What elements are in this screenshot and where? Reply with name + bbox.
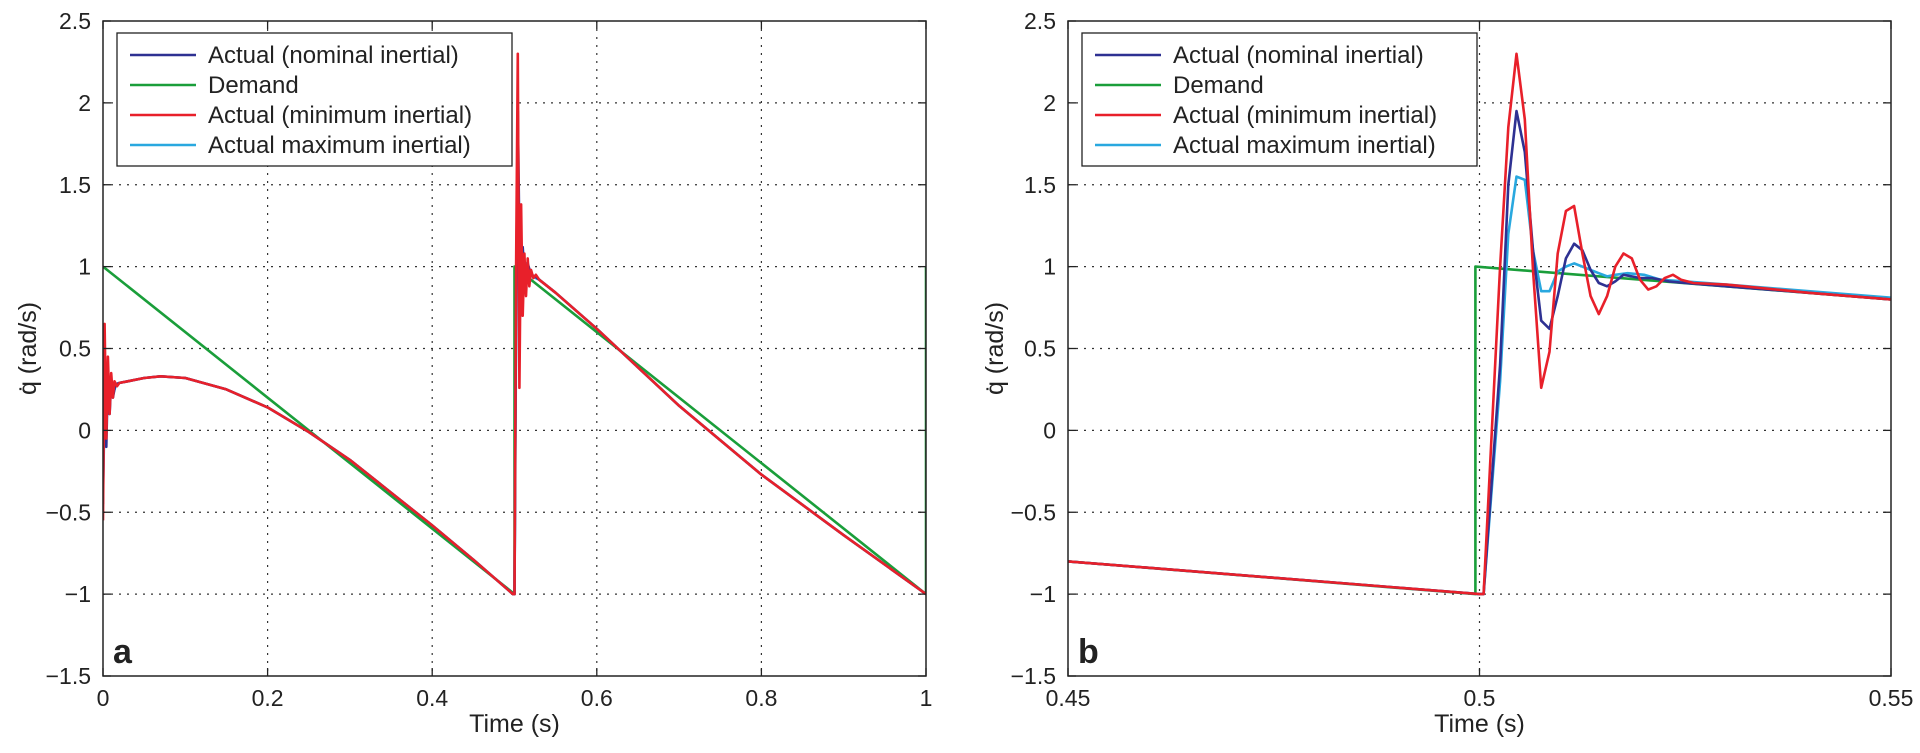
y-tick-label: −1 — [1030, 581, 1056, 607]
y-tick-label: 0 — [1043, 417, 1056, 443]
series-group — [1068, 52, 1891, 596]
legend-entry: Actual maximum inertial) — [208, 132, 471, 159]
y-tick-label: 1 — [1043, 254, 1056, 280]
legend-entry: Actual maximum inertial) — [1173, 132, 1436, 159]
x-tick-label: 0.8 — [745, 685, 777, 711]
y-tick-label: 0.5 — [59, 336, 91, 362]
panel-letter: b — [1078, 633, 1099, 671]
legend-entry: Actual (minimum inertial) — [208, 102, 472, 129]
chart-panel-a: 0 0.2 0.4 0.6 0.8 1 −1.5 −1 −0.5 0 0.5 1 1.5 2 2.5 Time… — [14, 8, 932, 738]
y-tick-label: 1.5 — [1024, 172, 1056, 198]
series-line-actual-minimum-inertial — [1068, 52, 1891, 596]
y-tick-label: 2 — [78, 90, 91, 116]
panel-letter: a — [113, 633, 133, 671]
y-tick-label: 2.5 — [59, 8, 91, 34]
x-tick-label: 1 — [920, 685, 933, 711]
legend-entry: Actual (minimum inertial) — [1173, 102, 1437, 129]
legend-entry: Actual (nominal inertial) — [1173, 42, 1424, 69]
series-line-actual-maximum-inertial — [1068, 175, 1891, 596]
y-tick-label: 2.5 — [1024, 8, 1056, 34]
x-tick-label: 0.45 — [1046, 685, 1091, 711]
legend: Actual (nominal inertial) Demand Actual (m… — [116, 32, 513, 167]
y-tick-label: 0 — [78, 417, 91, 443]
x-tick-label: 0.2 — [252, 685, 284, 711]
y-tick-label: 2 — [1043, 90, 1056, 116]
chart-panel-b: 0.45 0.5 0.55 −1.5 −1 −0.5 0 0.5 1 1.5 2 2.5 Time (s… — [981, 8, 1913, 738]
x-tick-label: 0 — [97, 685, 110, 711]
legend-entry: Demand — [208, 72, 299, 99]
y-tick-label: −1.5 — [1011, 663, 1056, 689]
y-tick-label: −0.5 — [46, 499, 91, 525]
x-axis-label: Time (s) — [1434, 710, 1525, 738]
y-axis-label: q̇ (rad/s) — [14, 302, 42, 395]
y-tick-label: −1.5 — [46, 663, 91, 689]
y-tick-label: 0.5 — [1024, 336, 1056, 362]
legend: Actual (nominal inertial) Demand Actual (m… — [1081, 32, 1478, 167]
x-tick-label: 0.6 — [581, 685, 613, 711]
legend-entry: Demand — [1173, 72, 1264, 99]
legend-entry: Actual (nominal inertial) — [208, 42, 459, 69]
series-line-demand — [103, 265, 926, 596]
series-group — [103, 52, 926, 596]
x-tick-label: 0.4 — [416, 685, 448, 711]
y-tick-label: −1 — [65, 581, 91, 607]
x-axis-label: Time (s) — [469, 710, 560, 738]
x-tick-label: 0.55 — [1869, 685, 1914, 711]
x-tick-label: 0.5 — [1464, 685, 1496, 711]
y-tick-label: 1 — [78, 254, 91, 280]
series-line-actual-nominal-inertial — [1068, 109, 1891, 596]
y-tick-label: 1.5 — [59, 172, 91, 198]
y-axis-label: q̇ (rad/s) — [981, 302, 1009, 395]
y-tick-label: −0.5 — [1011, 499, 1056, 525]
series-line-actual-minimum-inertial — [103, 52, 926, 596]
